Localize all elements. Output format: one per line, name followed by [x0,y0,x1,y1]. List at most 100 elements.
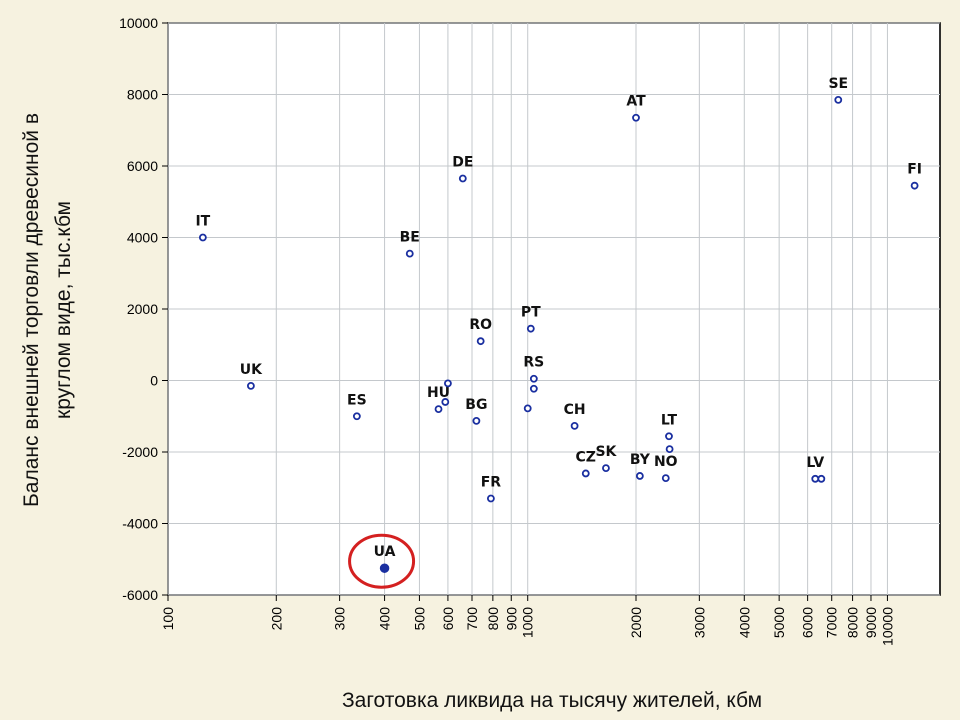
x-tick-label: 100 [160,607,176,631]
x-tick-label: 9000 [863,607,879,638]
y-tick-label: 4000 [127,230,158,246]
y-axis-label-line-1: Баланс внешней торговли древесиной в [20,113,43,507]
data-point: CZ [576,449,596,478]
data-point: PT [521,305,541,333]
data-marker [661,474,670,482]
data-marker [246,381,255,390]
data-point [665,445,674,454]
data-point: FI [907,162,922,190]
point-label: BE [400,230,420,246]
x-tick-label: 7000 [824,607,840,638]
data-point: SK [595,444,618,472]
x-axis-label: Заготовка ликвида на тысячу жителей, кбм [342,689,762,712]
data-point: LV [806,455,824,483]
data-marker [811,474,820,483]
data-point: BE [400,230,420,258]
data-marker [529,374,538,383]
data-marker [405,249,414,258]
y-tick-label: 2000 [127,301,158,317]
data-marker [665,445,674,454]
data-marker [458,174,467,183]
y-tick-label: 0 [150,373,158,389]
data-point: RO [469,317,492,346]
point-label: LV [806,455,824,471]
point-label: BY [630,452,651,468]
point-label: UK [240,362,263,378]
data-marker [817,474,826,483]
y-tick-label: -6000 [122,587,158,603]
data-marker [581,469,590,478]
data-point: CH [564,402,586,430]
x-tick-label: 2000 [628,607,644,638]
highlight-ring [348,533,416,589]
y-tick-label: 6000 [127,158,158,174]
data-points: IT UK ES UA BE HU DE BG RO FR PT RS CH CZ SK AT BY NO LT LV… [195,76,922,589]
data-marker [570,422,579,430]
x-tick-label: 10000 [879,607,895,646]
data-marker [444,379,452,388]
data-point: RS [523,355,544,383]
y-axis-ticks: -6000 -4000 -2000 0 2000 4000 6000 8000 10000 [119,15,168,603]
data-point: BG [465,397,487,425]
data-point: DE [452,155,473,183]
point-label: LT [661,412,678,428]
point-label: FR [481,474,502,490]
data-point [441,398,450,406]
x-tick-label: 500 [411,607,427,631]
x-tick-label: 300 [332,607,348,631]
x-axis-ticks: 100 200 300 400 500 600 700 800 900 1000 2000 3000 4… [160,595,895,646]
y-tick-label: -4000 [122,516,158,532]
data-point: ES [347,392,367,421]
data-marker [476,337,485,346]
data-marker [834,95,843,104]
point-label: SE [828,76,848,92]
point-label: BG [465,397,487,413]
point-label: SK [595,444,617,460]
point-label: NO [654,454,678,470]
x-tick-label: 4000 [736,607,752,638]
data-marker [635,472,644,480]
point-label: ES [347,392,367,408]
data-point: IT [195,214,211,242]
x-tick-label: 3000 [691,607,707,638]
point-label: UA [374,544,396,560]
data-marker [472,416,481,425]
data-marker [523,404,532,413]
point-label: RO [469,317,492,333]
y-tick-label: 8000 [127,87,158,103]
data-marker [379,563,390,573]
data-marker [434,405,443,414]
x-tick-label: 8000 [845,607,861,638]
data-point: FR [481,474,502,503]
data-marker [632,113,640,122]
point-label: AT [626,94,646,110]
data-marker [441,398,450,406]
data-point: BY [630,452,651,480]
data-point: UA [348,533,416,589]
data-point: AT [626,94,646,122]
point-label: DE [452,155,473,171]
y-tick-label: -2000 [122,444,158,460]
x-tick-label: 400 [377,607,393,631]
data-marker [526,324,535,333]
x-tick-label: 200 [268,607,284,631]
y-tick-label: 10000 [119,15,158,31]
x-tick-label: 600 [440,607,456,631]
x-tick-label: 800 [485,607,501,631]
point-label: CZ [576,449,596,465]
point-label: PT [521,305,541,321]
data-marker [198,233,207,242]
x-tick-label: 700 [464,607,480,631]
data-point: NO [654,454,678,482]
data-point [523,404,532,413]
point-label: IT [195,214,210,230]
data-marker [602,464,610,472]
data-point: LT [661,412,678,441]
x-tick-label: 1000 [520,607,536,638]
y-axis-label-line-2: круглом виде, тыс.кбм [52,201,75,419]
data-marker [352,412,361,421]
data-point [529,384,538,393]
point-label: FI [907,162,922,178]
data-point: SE [828,76,848,104]
x-tick-label: 900 [503,607,519,631]
